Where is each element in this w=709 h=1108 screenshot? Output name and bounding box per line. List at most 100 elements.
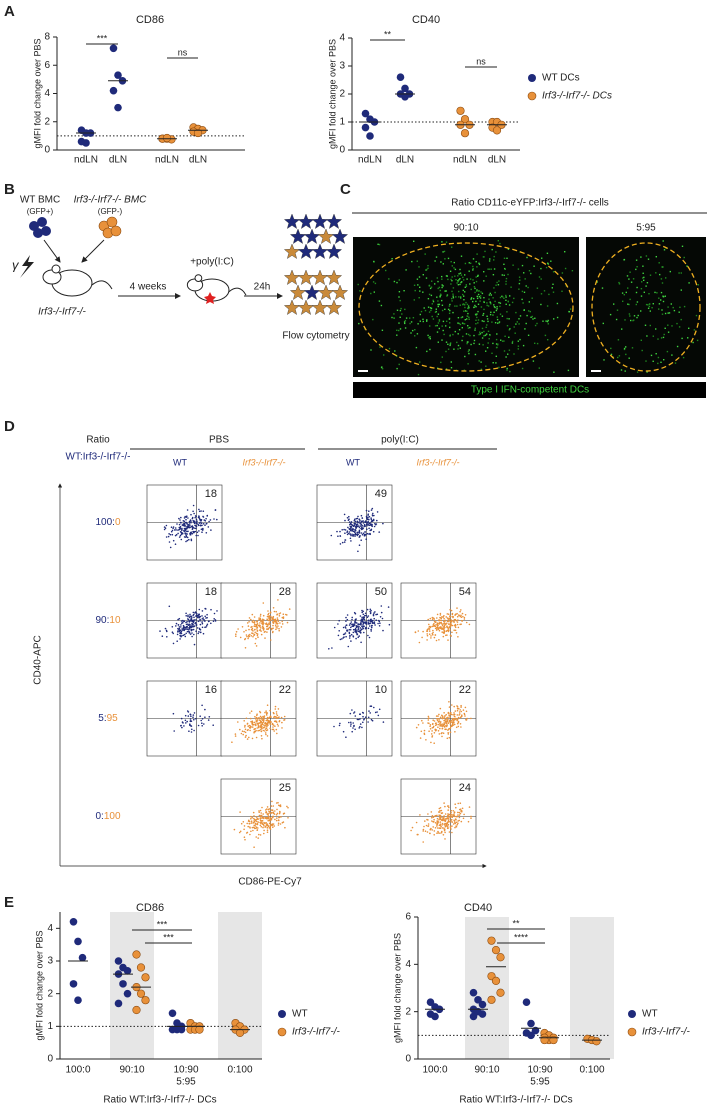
cell-wt xyxy=(41,226,51,236)
event xyxy=(454,811,456,813)
event xyxy=(249,730,251,732)
event xyxy=(449,728,451,730)
event xyxy=(370,612,372,614)
event xyxy=(350,530,352,532)
fluorescence xyxy=(476,266,477,267)
fluorescence xyxy=(503,340,504,341)
cell-star xyxy=(304,285,319,300)
fluorescence xyxy=(442,356,443,357)
event xyxy=(443,631,445,633)
event xyxy=(345,625,347,627)
event xyxy=(441,824,443,826)
fluorescence xyxy=(483,271,484,272)
event xyxy=(341,638,343,640)
event xyxy=(248,629,250,631)
fluorescence xyxy=(479,360,480,361)
fluorescence xyxy=(698,284,699,285)
event xyxy=(348,519,350,521)
event xyxy=(270,824,272,826)
event xyxy=(457,824,459,826)
fluorescence xyxy=(470,263,471,264)
event xyxy=(251,821,253,823)
fluorescence xyxy=(506,369,507,370)
fluorescence xyxy=(388,278,389,279)
event xyxy=(454,715,456,717)
fluorescence xyxy=(642,266,643,267)
arrow xyxy=(82,240,104,262)
event xyxy=(281,727,283,729)
event xyxy=(285,614,287,616)
event xyxy=(264,631,266,633)
fluorescence xyxy=(495,251,496,252)
event xyxy=(204,519,206,521)
label: (GFP+) xyxy=(27,207,54,216)
event xyxy=(434,622,436,624)
event xyxy=(449,706,451,708)
row-label: 5:95 xyxy=(98,713,118,724)
event xyxy=(358,727,360,729)
fluorescence xyxy=(507,354,508,355)
fluorescence xyxy=(540,268,541,269)
event xyxy=(430,742,432,744)
event xyxy=(443,820,445,822)
event xyxy=(442,625,444,627)
flow-grid: RatioWT:Irf3-/-Irf7-/-PBSpoly(I:C)WTIrf3… xyxy=(33,435,497,888)
fluorescence xyxy=(491,353,492,354)
event xyxy=(185,615,187,617)
fluorescence xyxy=(636,287,637,288)
event xyxy=(257,635,259,637)
event xyxy=(210,623,212,625)
fluorescence xyxy=(498,284,499,285)
fluorescence xyxy=(474,340,475,341)
fluorescence xyxy=(398,296,399,297)
fluorescence xyxy=(496,282,497,283)
significance-label: ** xyxy=(384,29,392,39)
event xyxy=(456,822,458,824)
legend-marker xyxy=(278,1028,286,1036)
fluorescence xyxy=(464,307,465,308)
fluorescence xyxy=(439,304,440,305)
event xyxy=(425,830,427,832)
fluorescence xyxy=(458,279,459,280)
fluorescence xyxy=(478,263,479,264)
event xyxy=(457,621,459,623)
event xyxy=(250,718,252,720)
event xyxy=(241,733,243,735)
event xyxy=(195,630,197,632)
fluorescence xyxy=(697,340,698,341)
fluorescence xyxy=(547,253,548,254)
fluorescence xyxy=(534,343,535,344)
event xyxy=(457,616,459,618)
event xyxy=(428,717,430,719)
fluorescence xyxy=(420,321,421,322)
fluorescence xyxy=(431,281,432,282)
event xyxy=(189,621,191,623)
fluorescence xyxy=(464,274,465,275)
event xyxy=(204,709,206,711)
legend-label: WT DCs xyxy=(542,73,580,84)
data-point xyxy=(163,134,171,142)
fluorescence xyxy=(437,331,438,332)
row-label-part: 100: xyxy=(95,517,114,528)
fluorescence xyxy=(661,337,662,338)
event xyxy=(269,624,271,626)
fluorescence xyxy=(443,334,444,335)
event xyxy=(267,825,269,827)
data-point xyxy=(397,73,405,81)
event xyxy=(347,534,349,536)
event xyxy=(348,722,350,724)
event xyxy=(267,624,269,626)
fluorescence xyxy=(628,304,629,305)
fluorescence xyxy=(462,294,463,295)
fluorescence xyxy=(667,325,668,326)
fluorescence xyxy=(496,308,497,309)
event xyxy=(197,627,199,629)
event xyxy=(452,724,454,726)
event xyxy=(435,626,437,628)
event xyxy=(261,807,263,809)
event xyxy=(438,628,440,630)
chart-title: CD86 xyxy=(136,14,164,26)
fluorescence xyxy=(500,297,501,298)
event xyxy=(277,725,279,727)
event xyxy=(277,715,279,717)
